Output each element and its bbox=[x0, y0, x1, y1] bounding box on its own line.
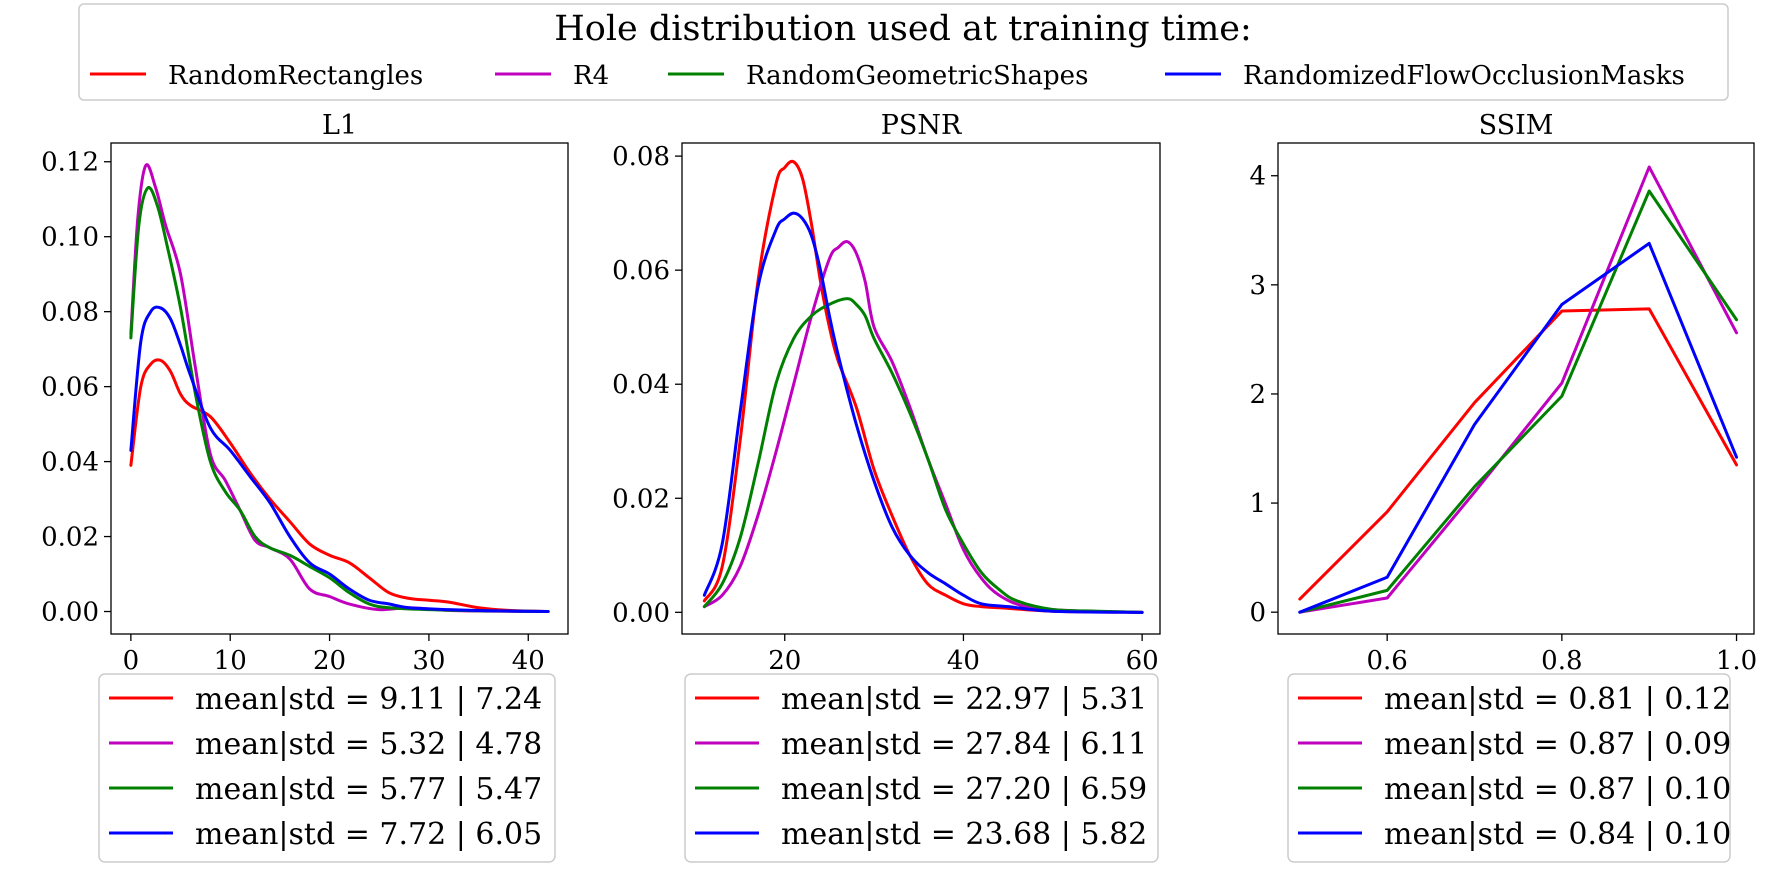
x-tick-label: 1.0 bbox=[1716, 646, 1757, 676]
chart-title: SSIM bbox=[1479, 110, 1554, 141]
plot-frame bbox=[110, 142, 569, 635]
top-legend: Hole distribution used at training time:… bbox=[78, 3, 1729, 101]
chart-panel-psnr: PSNR 20 40 60 0.00 0.02 0.04 0.06 0.08 mean|std =… bbox=[612, 110, 1161, 863]
panel-legend-label: mean|std = 0.87 | 0.10 bbox=[1384, 772, 1731, 807]
panel-legend-label: mean|std = 0.87 | 0.09 bbox=[1384, 727, 1731, 762]
y-tick-label: 1 bbox=[1249, 489, 1266, 519]
panel-legend-label: mean|std = 23.68 | 5.82 bbox=[781, 817, 1147, 852]
legend-label-random-rectangles: RandomRectangles bbox=[168, 61, 423, 91]
y-tick-label: 0.04 bbox=[612, 370, 670, 400]
y-tick-label: 0 bbox=[1249, 598, 1266, 628]
series-line-randomizedflowocclusionmasks bbox=[702, 211, 1144, 614]
panel-legend-label: mean|std = 0.84 | 0.10 bbox=[1384, 817, 1731, 852]
x-tick-label: 0.8 bbox=[1541, 646, 1582, 676]
panel-legend-label: mean|std = 7.72 | 6.05 bbox=[195, 817, 542, 852]
y-tick-label: 0.00 bbox=[41, 598, 99, 628]
panel-legend-label: mean|std = 9.11 | 7.24 bbox=[195, 682, 542, 717]
x-tick-label: 20 bbox=[768, 646, 801, 676]
plot-frame bbox=[1277, 142, 1755, 635]
series-line-randomrectangles bbox=[1298, 307, 1739, 601]
y-tick-label: 0.08 bbox=[41, 298, 99, 328]
series-line-randomgeometricshapes bbox=[702, 297, 1144, 614]
series-line-randomgeometricshapes bbox=[1298, 189, 1739, 614]
series-line-r4 bbox=[1298, 165, 1739, 614]
x-tick-label: 0.6 bbox=[1366, 646, 1407, 676]
panel-legend-frame bbox=[98, 673, 556, 863]
y-tick-label: 0.02 bbox=[612, 484, 670, 514]
panel-legend-label: mean|std = 5.77 | 5.47 bbox=[195, 772, 542, 807]
chart-panels: L10 10 20 30 400.000.020.040.060.080.100.12m… bbox=[41, 110, 1757, 863]
chart-title: PSNR bbox=[881, 110, 962, 141]
panel-legend-frame bbox=[684, 673, 1159, 863]
plot-frame bbox=[681, 142, 1161, 635]
panel-legend-label: mean|std = 0.81 | 0.12 bbox=[1384, 682, 1731, 717]
y-tick-label: 0.08 bbox=[612, 142, 670, 172]
y-tick-label: 0.12 bbox=[41, 148, 99, 178]
chart-panel-l1: L1 0 10 20 30 40 0.00 0.02 0.04 0.06 0.08 0.10 0.12 m… bbox=[41, 110, 569, 863]
legend-label-r4: R4 bbox=[573, 61, 609, 91]
series-line-randomizedflowocclusionmasks bbox=[1298, 241, 1739, 614]
series-line-randomizedflowocclusionmasks bbox=[129, 305, 550, 614]
y-tick-label: 3 bbox=[1249, 271, 1266, 301]
panel-legend: mean|std = 22.97 | 5.31 mean|std = 27.84 … bbox=[684, 673, 1159, 863]
x-tick-label: 10 bbox=[214, 646, 247, 676]
y-tick-label: 2 bbox=[1249, 380, 1266, 410]
panel-legend-label: mean|std = 5.32 | 4.78 bbox=[195, 727, 542, 762]
x-tick-label: 0 bbox=[123, 646, 140, 676]
series-line-r4 bbox=[702, 240, 1144, 614]
panel-legend-label: mean|std = 27.20 | 6.59 bbox=[781, 772, 1147, 807]
y-tick-label: 0.06 bbox=[612, 256, 670, 286]
series-line-randomrectangles bbox=[129, 358, 550, 614]
legend-label-randomized-flow-occlusion-masks: RandomizedFlowOcclusionMasks bbox=[1243, 61, 1685, 91]
panel-legend-label: mean|std = 27.84 | 6.11 bbox=[781, 727, 1147, 762]
series-line-randomgeometricshapes bbox=[129, 185, 550, 614]
y-tick-label: 0.02 bbox=[41, 523, 99, 553]
panel-legend-frame bbox=[1287, 673, 1731, 863]
series-line-randomrectangles bbox=[702, 159, 1144, 614]
y-tick-label: 0.04 bbox=[41, 448, 99, 478]
top-legend-frame bbox=[78, 3, 1729, 101]
x-tick-label: 30 bbox=[412, 646, 445, 676]
panel-legend: mean|std = 0.81 | 0.12 mean|std = 0.87 | … bbox=[1287, 673, 1731, 863]
y-tick-label: 0.06 bbox=[41, 373, 99, 403]
x-tick-label: 20 bbox=[313, 646, 346, 676]
panel-legend-label: mean|std = 22.97 | 5.31 bbox=[781, 682, 1147, 717]
y-tick-label: 0.10 bbox=[41, 223, 99, 253]
y-tick-label: 0.00 bbox=[612, 598, 670, 628]
chart-title: L1 bbox=[322, 110, 357, 141]
top-legend-title: Hole distribution used at training time: bbox=[554, 9, 1252, 49]
y-tick-label: 4 bbox=[1249, 162, 1266, 192]
x-tick-label: 60 bbox=[1126, 646, 1159, 676]
legend-label-random-geometric-shapes: RandomGeometricShapes bbox=[746, 61, 1088, 91]
x-tick-label: 40 bbox=[512, 646, 545, 676]
x-tick-label: 40 bbox=[947, 646, 980, 676]
panel-legend: mean|std = 9.11 | 7.24 mean|std = 5.32 | … bbox=[98, 673, 556, 863]
chart-panel-ssim: SSIM 0.6 0.8 1.0 0 1 2 3 4 mean|std = 0.81 | 0.12… bbox=[1249, 110, 1757, 863]
